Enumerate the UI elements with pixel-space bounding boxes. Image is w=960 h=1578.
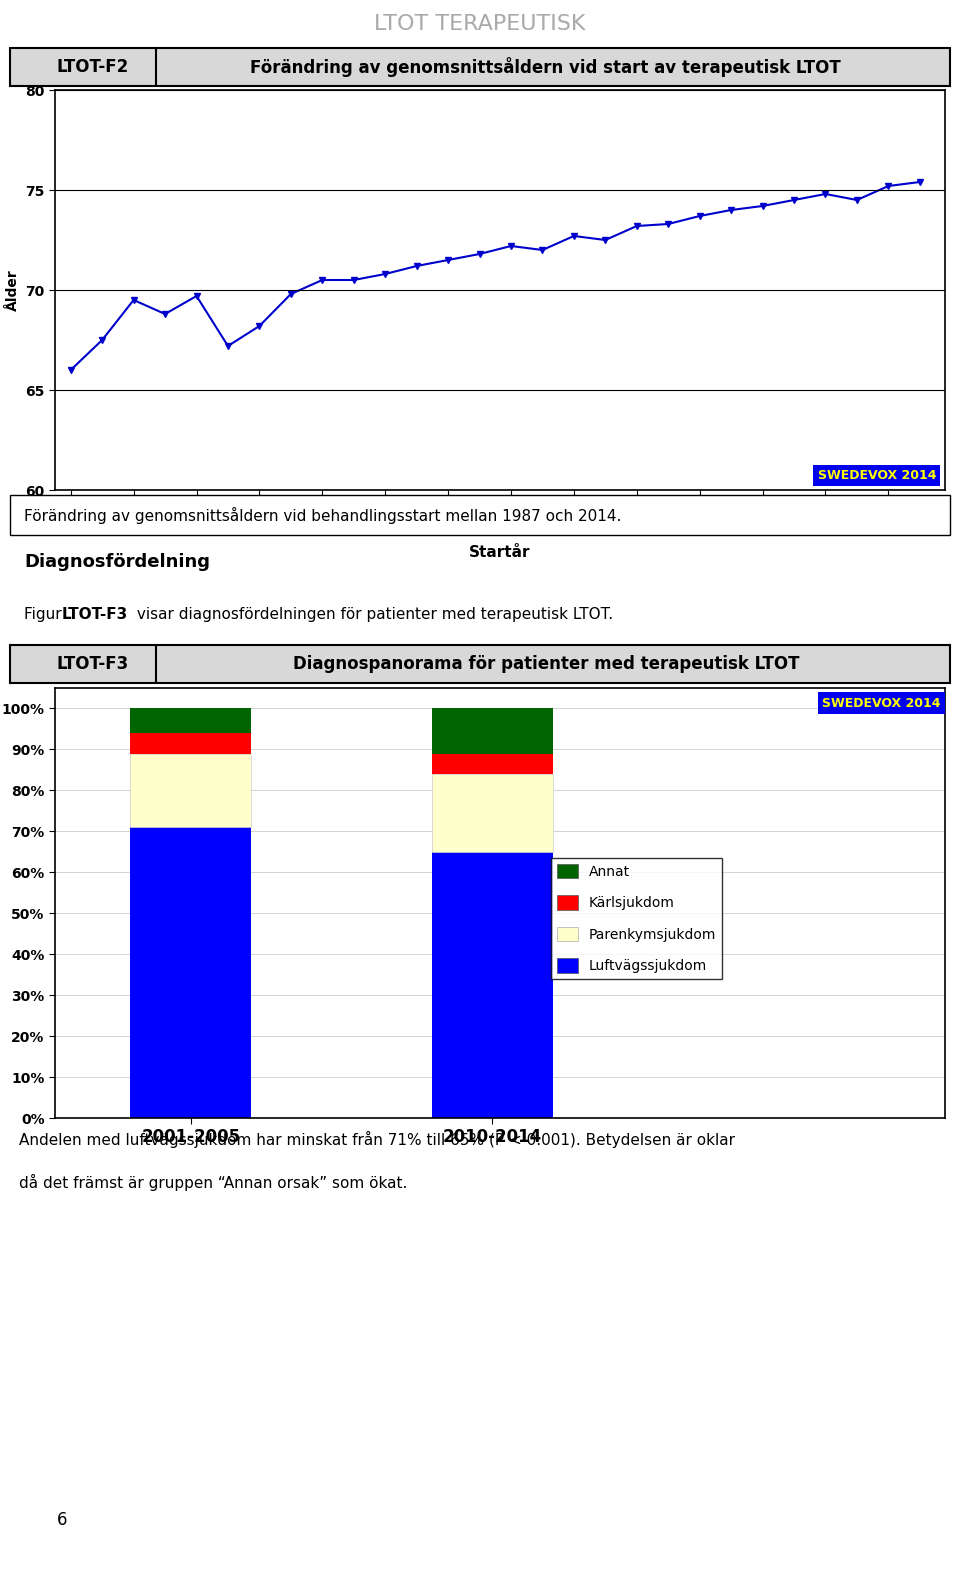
Bar	[432, 754, 553, 773]
Text: Andelen med luftvägssjukdom har minskat från 71% till 65% (P < 0.001). Betydelse: Andelen med luftvägssjukdom har minskat …	[19, 1131, 735, 1149]
Text: visar diagnosfördelningen för patienter med terapeutisk LTOT.: visar diagnosfördelningen för patienter …	[132, 608, 613, 622]
FancyBboxPatch shape	[10, 645, 950, 683]
FancyBboxPatch shape	[10, 47, 950, 85]
Text: LTOT-F3: LTOT-F3	[57, 655, 130, 672]
Text: SWEDEVOX 2014: SWEDEVOX 2014	[818, 469, 936, 481]
Text: Förändring av genomsnittsåldern vid behandlingsstart mellan 1987 och 2014.: Förändring av genomsnittsåldern vid beha…	[24, 507, 621, 524]
Bar	[432, 773, 553, 852]
Text: LTOT-F2: LTOT-F2	[57, 58, 130, 76]
Bar	[131, 709, 252, 734]
Bar	[432, 852, 553, 1117]
Text: då det främst är gruppen “Annan orsak” som ökat.: då det främst är gruppen “Annan orsak” s…	[19, 1174, 408, 1191]
Text: Figur: Figur	[24, 608, 66, 622]
Text: LTOT TERAPEUTISK: LTOT TERAPEUTISK	[374, 14, 586, 35]
Y-axis label: Ålder: Ålder	[6, 270, 19, 311]
Legend: Annat, Kärlsjukdom, Parenkymsjukdom, Luftvägssjukdom: Annat, Kärlsjukdom, Parenkymsjukdom, Luf…	[551, 858, 722, 978]
Text: 6: 6	[57, 1512, 67, 1529]
Text: Diagnospanorama för patienter med terapeutisk LTOT: Diagnospanorama för patienter med terape…	[293, 655, 799, 672]
Bar	[131, 754, 252, 827]
FancyBboxPatch shape	[10, 495, 950, 535]
Text: Diagnosfördelning: Diagnosfördelning	[24, 552, 210, 571]
Bar	[131, 827, 252, 1117]
Bar	[131, 734, 252, 754]
Bar	[432, 709, 553, 754]
X-axis label: Startår: Startår	[469, 546, 531, 560]
Text: LTOT-F3: LTOT-F3	[61, 608, 128, 622]
Text: SWEDEVOX 2014: SWEDEVOX 2014	[822, 696, 941, 710]
Text: Förändring av genomsnittsåldern vid start av terapeutisk LTOT: Förändring av genomsnittsåldern vid star…	[251, 57, 841, 77]
